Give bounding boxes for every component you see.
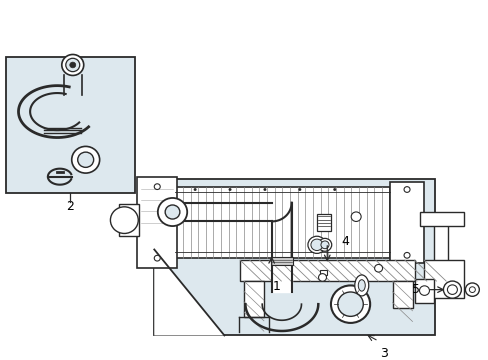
Bar [316,213,330,231]
Circle shape [403,252,409,258]
Circle shape [318,238,331,251]
Bar [137,177,177,268]
Bar [175,186,389,258]
Circle shape [374,265,382,272]
Text: 4: 4 [341,234,348,248]
Text: 5: 5 [412,283,420,296]
Circle shape [228,188,231,191]
Polygon shape [154,249,224,336]
Circle shape [263,188,266,191]
Text: 3: 3 [379,347,386,360]
Bar [319,270,326,275]
Circle shape [70,62,76,68]
Circle shape [468,287,474,293]
Circle shape [78,152,94,167]
Circle shape [310,239,322,251]
Circle shape [318,274,326,281]
Circle shape [337,292,363,316]
Circle shape [307,236,325,253]
Circle shape [61,54,83,76]
Bar [389,182,424,263]
Bar [154,179,434,336]
Circle shape [72,147,100,173]
Circle shape [154,184,160,189]
Bar [5,57,135,193]
Circle shape [443,281,461,298]
Bar [392,281,412,308]
Circle shape [193,188,196,191]
Circle shape [350,212,361,221]
Bar [240,260,414,281]
Circle shape [110,207,138,234]
Circle shape [154,255,160,261]
Bar [424,260,464,298]
Bar [270,257,292,265]
Text: 2: 2 [66,200,74,213]
Bar [419,212,464,226]
Circle shape [158,198,187,226]
Circle shape [465,283,478,296]
Text: 1: 1 [272,280,280,293]
Circle shape [403,186,409,192]
Circle shape [330,285,369,323]
Bar [414,279,433,303]
Bar [433,222,447,285]
Circle shape [320,241,328,249]
Circle shape [165,205,180,219]
Circle shape [419,286,428,295]
Bar [244,281,264,317]
Circle shape [332,188,336,191]
Circle shape [298,188,301,191]
Circle shape [66,58,80,72]
Circle shape [447,285,456,294]
Bar [119,204,139,236]
Ellipse shape [358,280,365,291]
Ellipse shape [354,275,368,296]
